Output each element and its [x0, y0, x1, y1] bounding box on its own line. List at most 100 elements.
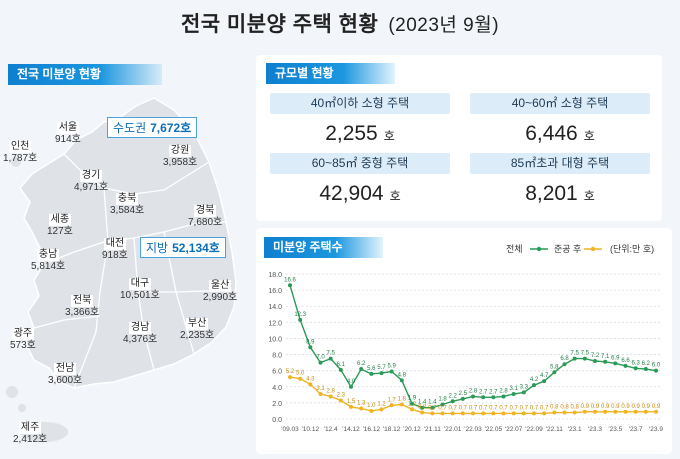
legend-after-marker: [590, 246, 596, 252]
region-name: 충북: [115, 193, 139, 205]
data-point: [654, 409, 658, 414]
data-point: [481, 411, 486, 416]
data-label: 1.5: [347, 399, 356, 405]
data-label: 1.7: [387, 397, 396, 403]
data-label: 3.3: [520, 384, 529, 390]
data-label: 2.5: [459, 391, 468, 397]
data-label: 4.2: [530, 377, 539, 383]
data-label: 8.9: [306, 339, 315, 345]
data-label: 2.8: [326, 388, 335, 394]
data-label: 0.7: [479, 405, 488, 411]
region-incheon: 인천 1,787호: [3, 141, 37, 165]
region-jeonnam: 전남 3,600호: [48, 363, 82, 387]
data-point: [349, 404, 353, 409]
region-value: 3,584호: [110, 205, 145, 216]
x-tick-label: '22.05: [485, 426, 503, 433]
y-tick-label: 16.0: [268, 288, 282, 295]
data-label: 4.3: [306, 376, 315, 382]
data-point: [623, 409, 628, 414]
data-label: 1.4: [418, 400, 427, 406]
data-label: 0.9: [591, 404, 600, 410]
region-value: 4,971호: [74, 182, 109, 193]
data-point: [471, 394, 475, 399]
data-point: [359, 406, 364, 411]
size-cell-value: 6,446: [525, 122, 578, 145]
region-jeonbuk: 전북 3,366호: [65, 295, 99, 319]
region-value: 3,366호: [65, 307, 100, 318]
region-seoul: 서울 914호: [55, 122, 81, 146]
data-point: [318, 360, 323, 365]
data-label: 0.7: [499, 405, 508, 411]
y-tick-label: 0.0: [272, 417, 282, 424]
island-dot: [11, 157, 21, 167]
x-tick-label: '20.12: [403, 426, 421, 433]
region-chungbuk: 충북 3,584호: [110, 193, 144, 217]
title-text: 전국 미분양 주택 현황: [180, 13, 379, 36]
region-name: 인천: [8, 141, 32, 153]
data-label: 1.3: [357, 401, 366, 407]
region-value: 2,412호: [13, 434, 48, 445]
x-tick-label: '09.03: [281, 426, 299, 433]
data-label: 0.7: [509, 405, 518, 411]
data-point: [328, 394, 333, 399]
data-point: [481, 395, 486, 400]
data-point: [379, 407, 384, 412]
size-panel: 규모별 현황 40㎡이하 소형 주택 2,255 호 40~60㎡ 소형 주택 6…: [256, 55, 662, 221]
data-point: [410, 407, 414, 412]
data-point: [552, 410, 557, 415]
region-gyeonggi: 경기 4,971호: [74, 170, 108, 194]
legend-after-label: 준공 후: [554, 244, 581, 254]
data-point: [338, 398, 343, 403]
data-point: [471, 411, 475, 416]
data-label: 5.9: [387, 363, 396, 369]
region-value: 5,814호: [31, 261, 66, 272]
data-point: [613, 361, 618, 366]
region-name: 대전: [103, 238, 127, 250]
data-label: 4.7: [540, 373, 549, 379]
data-point: [542, 379, 547, 384]
y-tick-label: 2.0: [272, 401, 282, 408]
data-label: 5.8: [550, 364, 559, 370]
data-label: 5.7: [377, 365, 386, 371]
data-label: 6.2: [357, 361, 366, 367]
data-point: [460, 411, 465, 416]
data-label: 7.1: [601, 354, 610, 360]
region-name: 경기: [79, 170, 103, 182]
x-tick-label: '10.12: [302, 426, 320, 433]
data-label: 4.8: [398, 372, 407, 378]
data-point: [298, 376, 303, 381]
data-label: 1.2: [377, 401, 386, 407]
y-tick-label: 14.0: [268, 304, 282, 311]
chart-panel: 미분양 주택수 전체 준공 후 (단위:만 호) 0.0 2.0 4.0 6.0 8.0…: [256, 228, 672, 454]
data-point: [491, 411, 496, 416]
region-name: 강원: [168, 145, 192, 157]
data-point: [572, 356, 577, 361]
data-point: [521, 411, 526, 416]
local-label: 지방: [146, 241, 169, 255]
region-value: 2,990호: [203, 292, 238, 303]
data-label: 12.3: [294, 312, 306, 318]
data-label: 6.9: [611, 355, 620, 361]
data-label: 0.9: [611, 404, 620, 410]
data-label: 0.7: [459, 405, 468, 411]
size-cell-value: 8,201: [525, 182, 578, 205]
y-tick-label: 8.0: [272, 353, 282, 360]
x-tick-label: '23.9: [649, 426, 663, 433]
y-tick-label: 12.0: [268, 320, 282, 327]
size-panel-header: 규모별 현황: [266, 63, 395, 84]
region-value: 7,680호: [188, 217, 223, 228]
data-point: [643, 409, 648, 414]
data-point: [430, 405, 435, 410]
size-cell-large: 85㎡초과 대형 주택 8,201 호: [470, 153, 650, 206]
local-area-total: 지방 52,134호: [140, 237, 226, 258]
size-cell-unit: 호: [583, 129, 595, 143]
chart-legend: 전체 준공 후 (단위:만 호): [506, 244, 654, 254]
region-busan: 부산 2,235호: [180, 318, 214, 342]
data-label: 7.0: [316, 355, 325, 361]
map-panel-header: 전국 미분양 현황: [8, 64, 162, 85]
data-point: [593, 359, 597, 363]
x-tick-label: '22.07: [505, 426, 523, 433]
region-ulsan: 울산 2,990호: [203, 280, 237, 304]
y-tick-label: 10.0: [268, 336, 282, 343]
data-point: [369, 371, 374, 376]
